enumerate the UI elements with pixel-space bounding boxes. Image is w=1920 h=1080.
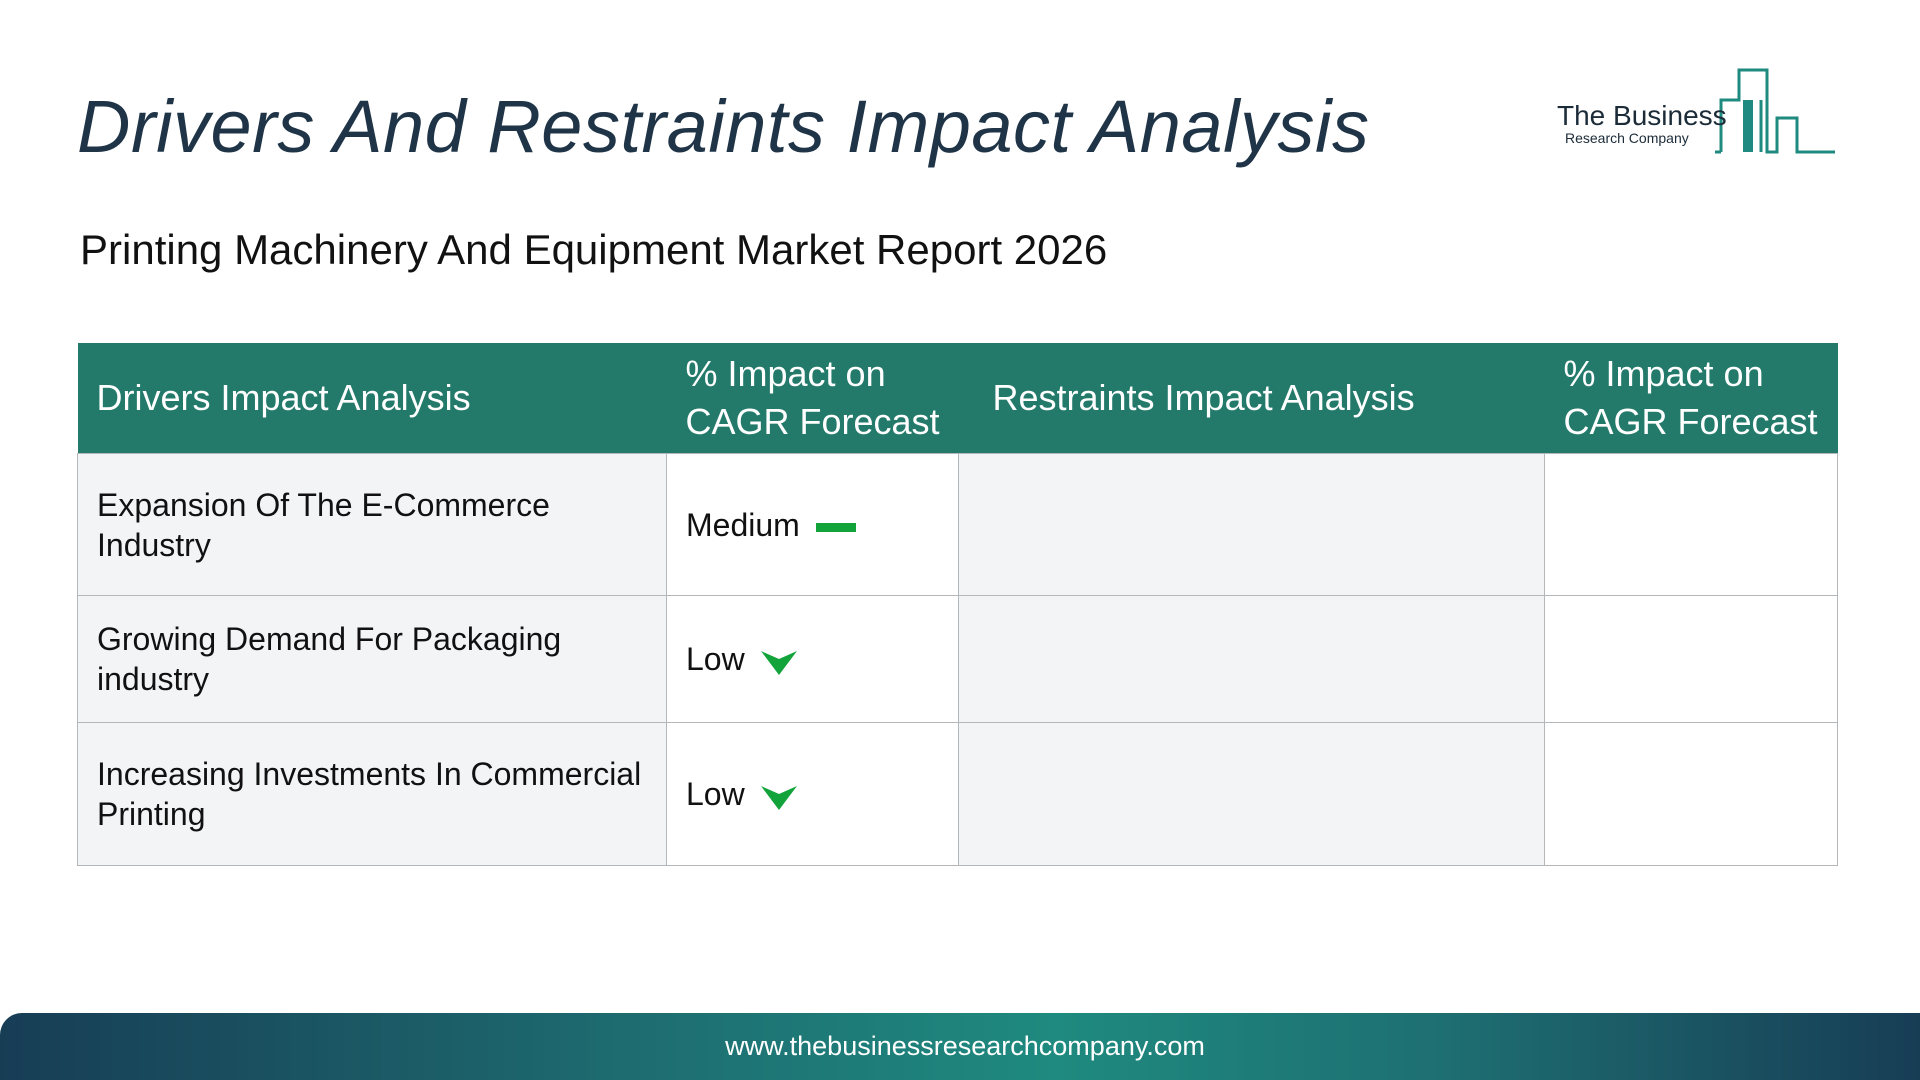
- table-row: Growing Demand For Packaging industry Lo…: [77, 595, 1838, 723]
- table-header-row: Drivers Impact Analysis % Impact on CAGR…: [77, 343, 1838, 454]
- impact-level: Low: [686, 641, 745, 677]
- col-header-restraints: Restraints Impact Analysis: [958, 343, 1545, 454]
- driver-impact-cell: Low: [666, 595, 959, 723]
- driver-cell: Growing Demand For Packaging industry: [77, 595, 667, 723]
- report-subtitle: Printing Machinery And Equipment Market …: [80, 226, 1108, 273]
- arrow-down-icon: [760, 651, 797, 675]
- logo-bars-icon: [1715, 68, 1835, 154]
- driver-impact-cell: Low: [666, 722, 959, 866]
- restraint-cell: [958, 722, 1545, 866]
- restraint-cell: [958, 595, 1545, 723]
- col-header-restraint-impact: % Impact on CAGR Forecast: [1544, 343, 1838, 454]
- col-header-drivers: Drivers Impact Analysis: [77, 343, 667, 454]
- logo-subtitle: Research Company: [1565, 130, 1689, 146]
- footer-url-link[interactable]: www.thebusinessresearchcompany.com: [725, 1031, 1205, 1061]
- page-title: Drivers And Restraints Impact Analysis: [77, 85, 1370, 168]
- restraint-impact-cell: [1544, 595, 1838, 723]
- table-row: Increasing Investments In Commercial Pri…: [77, 722, 1838, 866]
- driver-impact-cell: Medium: [666, 453, 959, 596]
- restraint-impact-cell: [1544, 453, 1838, 596]
- logo-name: The Business: [1557, 100, 1727, 131]
- restraint-cell: [958, 453, 1545, 596]
- table-row: Expansion Of The E-Commerce Industry Med…: [77, 453, 1838, 596]
- footer-bar: www.thebusinessresearchcompany.com: [0, 1013, 1920, 1080]
- arrow-down-icon: [760, 786, 797, 810]
- driver-cell: Increasing Investments In Commercial Pri…: [77, 722, 667, 866]
- company-logo: The Business Research Company: [1553, 66, 1837, 158]
- impact-level: Medium: [686, 506, 800, 543]
- restraint-impact-cell: [1544, 722, 1838, 866]
- dash-icon: [815, 523, 856, 532]
- driver-cell: Expansion Of The E-Commerce Industry: [77, 453, 667, 596]
- impact-level: Low: [686, 776, 745, 812]
- col-header-driver-impact: % Impact on CAGR Forecast: [666, 343, 959, 454]
- impact-table: Drivers Impact Analysis % Impact on CAGR…: [77, 343, 1838, 866]
